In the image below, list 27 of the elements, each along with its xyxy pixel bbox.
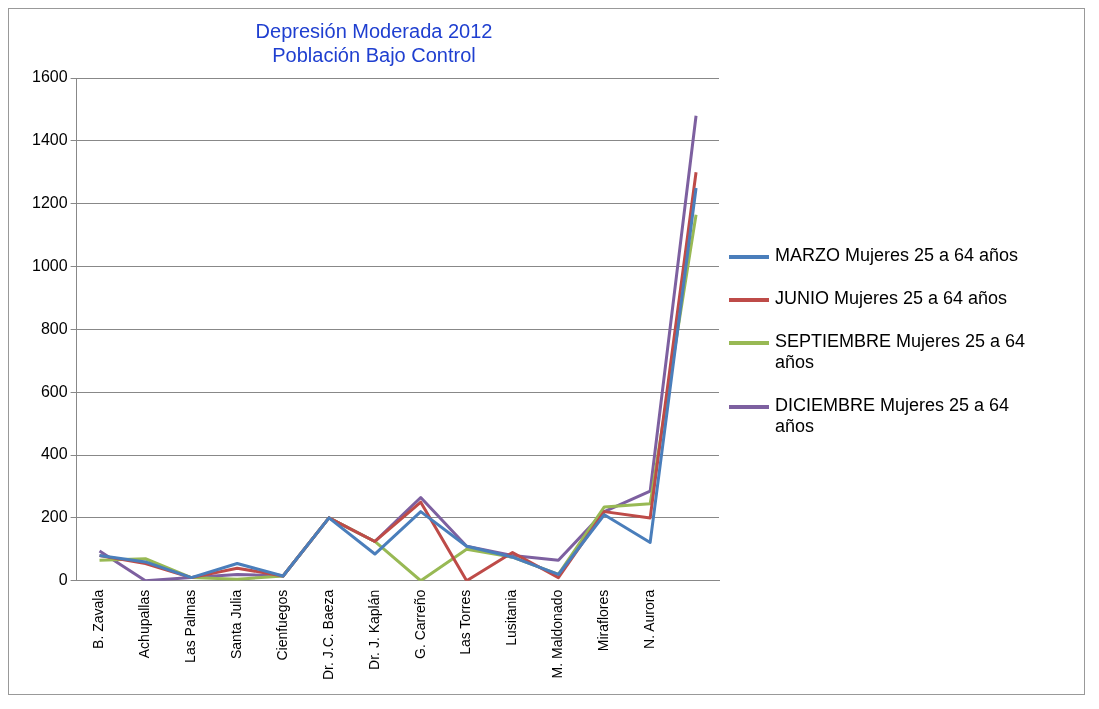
- x-tick-label: Santa Julia: [228, 589, 245, 660]
- x-tick-label: Las Torres: [457, 589, 474, 655]
- legend-label: SEPTIEMBRE Mujeres 25 a 64 años: [775, 330, 1027, 373]
- y-tick-label: 1400: [32, 131, 68, 149]
- y-tick-label: 0: [58, 571, 68, 589]
- legend-label: DICIEMBRE Mujeres 25 a 64 años: [775, 394, 1011, 437]
- y-tick-label: 800: [40, 319, 68, 337]
- y-tick-label: 1200: [32, 194, 68, 212]
- x-tick-label: Las Palmas: [182, 589, 199, 663]
- x-tick-label: Achupallas: [136, 589, 153, 659]
- x-tick-label: Lusitania: [503, 589, 520, 646]
- x-tick-label: M. Maldonado: [549, 589, 566, 679]
- x-tick-label: N. Aurora: [641, 589, 658, 649]
- x-tick-label: Dr. J.C. Baeza: [319, 589, 336, 681]
- y-tick-label: 1000: [32, 256, 68, 274]
- legend-label: JUNIO Mujeres 25 a 64 años: [775, 287, 1009, 309]
- x-tick-label: Miraflores: [595, 589, 612, 652]
- y-tick-label: 1600: [32, 68, 68, 86]
- legend-label: MARZO Mujeres 25 a 64 años: [775, 244, 1020, 266]
- x-tick-label: B. Zavala: [90, 589, 107, 649]
- y-tick-label: 400: [40, 445, 68, 463]
- x-tick-label: Cienfuegos: [273, 589, 290, 661]
- y-tick-label: 200: [40, 508, 68, 526]
- x-tick-label: Dr. J. Kaplán: [365, 589, 382, 670]
- y-tick-label: 600: [40, 382, 68, 400]
- x-tick-label: G. Carreño: [411, 589, 428, 659]
- chart-title: Depresión Moderada 2012 Población Bajo Control: [255, 19, 493, 66]
